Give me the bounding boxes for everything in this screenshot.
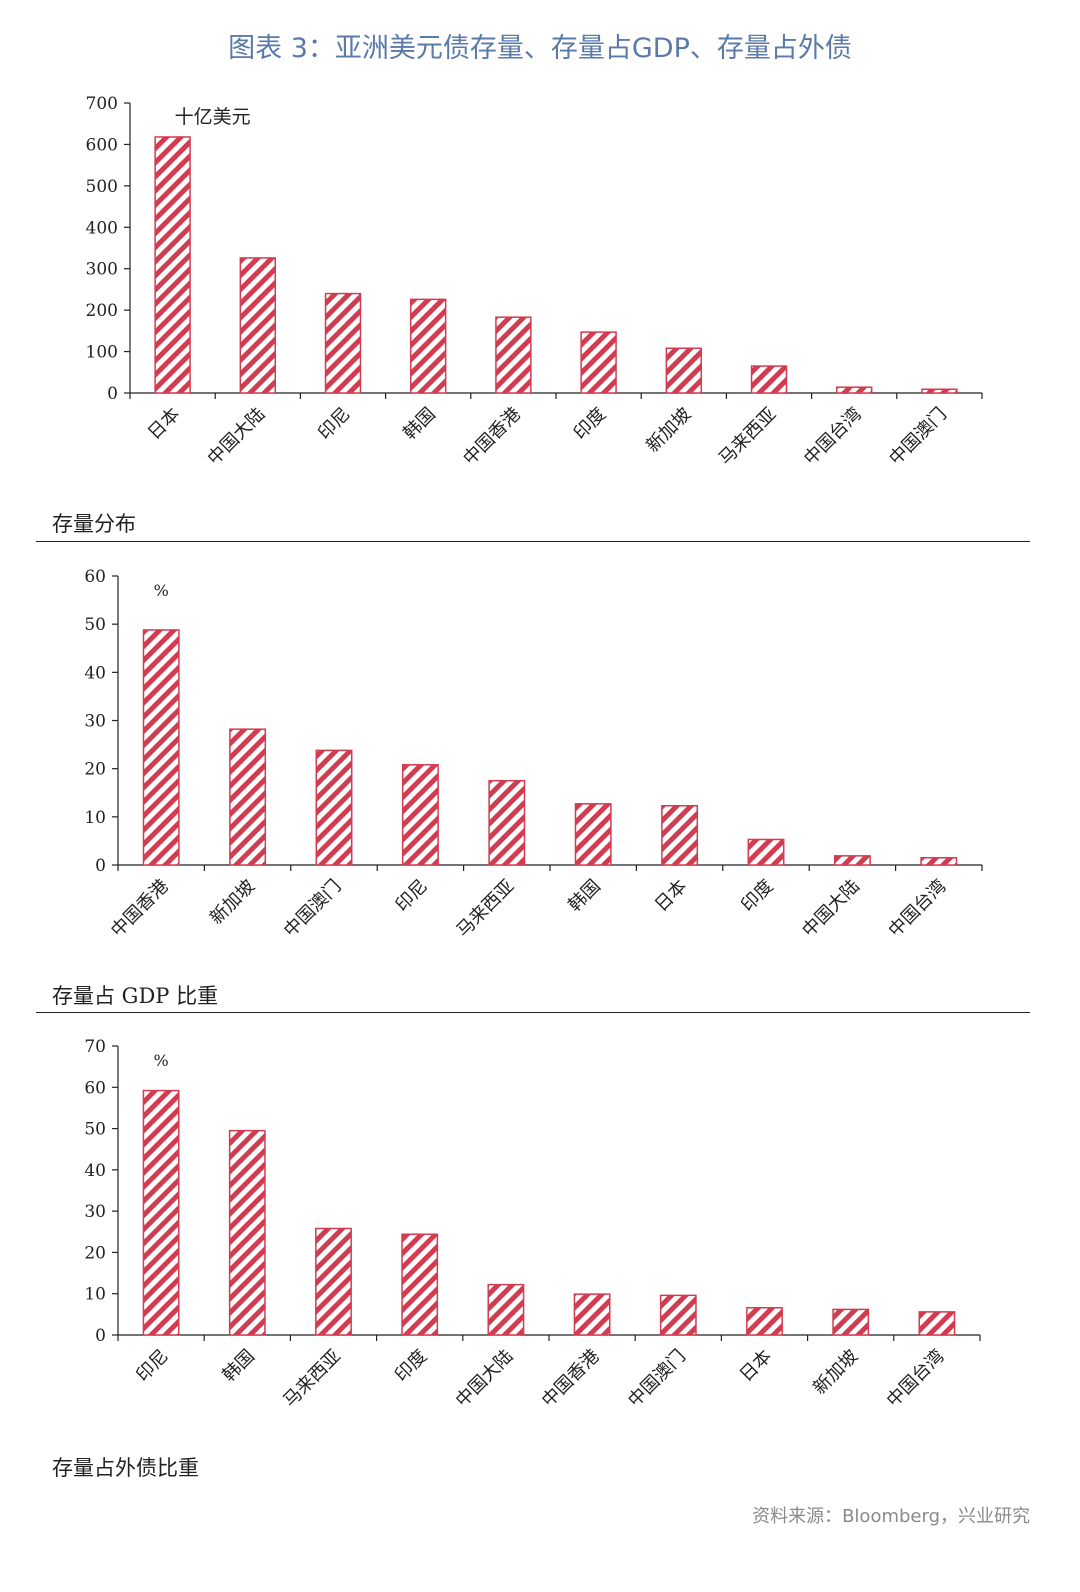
- unit-label: 十亿美元: [175, 106, 251, 128]
- chart-outstanding-stock: 0 100 200 300 400 500 600 700 十亿美元日本 中国大陆 印尼 韩国 中国香港…: [0, 88, 1080, 508]
- bar: [142, 1089, 180, 1336]
- category-label: 韩国: [399, 404, 439, 444]
- bar: [315, 1227, 352, 1336]
- bar: [574, 803, 612, 866]
- bar: [746, 1307, 783, 1336]
- category-label: 中国香港: [459, 404, 525, 470]
- bar: [661, 805, 699, 866]
- category-label: 中国大陆: [452, 1346, 518, 1412]
- y-tick-label: 0: [95, 856, 106, 876]
- source-note: 资料来源：Bloomberg，兴业研究: [752, 1506, 1030, 1527]
- y-tick-label: 400: [86, 218, 118, 238]
- y-tick-label: 30: [84, 712, 106, 732]
- figure-title: 图表 3：亚洲美元债存量、存量占GDP、存量占外债: [228, 33, 852, 64]
- bar: [580, 331, 617, 394]
- y-tick-label: 60: [84, 567, 106, 587]
- y-tick-label: 20: [84, 760, 106, 780]
- chart-stock-to-gdp: 0 10 20 30 40 50 60% 中国香港 新加坡 中国澳门 印尼 马来西亚 韩国 日本 印度 中国大…: [0, 560, 1080, 980]
- bar: [142, 629, 180, 866]
- bar: [918, 1311, 956, 1336]
- y-tick-label: 300: [86, 260, 118, 280]
- bar: [154, 136, 191, 394]
- y-tick-label: 60: [84, 1078, 106, 1098]
- bar: [832, 1308, 870, 1336]
- bar: [833, 855, 871, 866]
- category-label: 中国台湾: [885, 876, 951, 942]
- category-label: 韩国: [219, 1346, 259, 1386]
- bar: [921, 388, 958, 394]
- category-label: 中国台湾: [883, 1346, 949, 1412]
- chart-svg: 0 10 20 30 40 50 60 70% 印尼 韩国 马来西亚 印度 中国大陆 中国香港 中国澳门 日本…: [84, 1037, 981, 1412]
- y-tick-label: 500: [86, 177, 118, 197]
- bar: [228, 1129, 266, 1336]
- y-tick-label: 0: [95, 1326, 106, 1346]
- unit-label: %: [153, 1051, 168, 1070]
- bar: [665, 347, 703, 394]
- divider-rule: [36, 541, 1030, 542]
- y-tick-label: 10: [84, 808, 106, 828]
- bar: [747, 838, 785, 866]
- category-label: 中国香港: [107, 876, 173, 942]
- y-tick-label: 600: [86, 135, 118, 155]
- y-tick-label: 700: [86, 94, 118, 114]
- y-tick-label: 200: [86, 301, 118, 321]
- y-tick-label: 100: [86, 343, 118, 363]
- category-label: 新加坡: [642, 404, 695, 457]
- y-tick-label: 20: [84, 1243, 106, 1263]
- bar: [487, 1283, 525, 1336]
- category-label: 印尼: [314, 404, 354, 444]
- category-label: 中国香港: [538, 1346, 604, 1412]
- y-tick-label: 10: [84, 1285, 106, 1305]
- category-label: 马来西亚: [715, 404, 781, 470]
- chart-caption-stock: 存量分布: [52, 512, 136, 536]
- y-tick-label: 40: [84, 1161, 106, 1181]
- bar: [495, 316, 532, 394]
- bar: [401, 1233, 439, 1336]
- category-label: 印度: [737, 876, 777, 916]
- category-label: 日本: [651, 876, 691, 916]
- y-tick-label: 70: [84, 1037, 106, 1057]
- y-tick-label: 30: [84, 1202, 106, 1222]
- category-label: 中国澳门: [885, 404, 951, 470]
- bar: [920, 857, 958, 866]
- category-label: 中国大陆: [204, 404, 270, 470]
- y-tick-label: 50: [84, 615, 106, 635]
- category-label: 新加坡: [206, 876, 259, 929]
- category-label: 中国台湾: [800, 404, 866, 470]
- category-label: 日本: [736, 1346, 776, 1386]
- divider-rule: [36, 1012, 1030, 1013]
- unit-label: %: [154, 581, 169, 600]
- bar: [835, 386, 873, 394]
- chart-svg: 0 10 20 30 40 50 60% 中国香港 新加坡 中国澳门 印尼 马来西亚 韩国 日本 印度 中国大…: [84, 567, 983, 942]
- chart-caption-gdp: 存量占 GDP 比重: [52, 984, 219, 1008]
- category-label: 中国澳门: [624, 1346, 690, 1412]
- category-label: 马来西亚: [279, 1346, 345, 1412]
- bar: [324, 292, 362, 394]
- category-label: 印度: [570, 404, 610, 444]
- y-tick-label: 0: [107, 384, 118, 404]
- bar: [573, 1293, 611, 1336]
- category-label: 马来西亚: [453, 876, 519, 942]
- chart-stock-to-external-debt: 0 10 20 30 40 50 60 70% 印尼 韩国 马来西亚 印度 中国大陆 中国香港 中国澳门 日本…: [0, 1030, 1080, 1450]
- bar: [409, 298, 447, 394]
- category-label: 韩国: [564, 876, 604, 916]
- y-tick-label: 50: [84, 1120, 106, 1140]
- category-label: 新加坡: [809, 1346, 862, 1399]
- bar: [229, 728, 267, 866]
- bar: [239, 257, 277, 394]
- bar: [401, 764, 439, 866]
- bar: [488, 779, 526, 866]
- category-label: 中国澳门: [280, 876, 346, 942]
- bar: [315, 749, 353, 866]
- category-label: 印尼: [392, 876, 432, 916]
- category-label: 印尼: [132, 1346, 172, 1386]
- bar: [659, 1294, 697, 1336]
- category-label: 日本: [144, 404, 184, 444]
- bar: [750, 365, 788, 394]
- category-label: 中国大陆: [798, 876, 864, 942]
- category-label: 印度: [391, 1346, 431, 1386]
- chart-caption-external-debt: 存量占外债比重: [52, 1456, 199, 1480]
- y-tick-label: 40: [84, 663, 106, 683]
